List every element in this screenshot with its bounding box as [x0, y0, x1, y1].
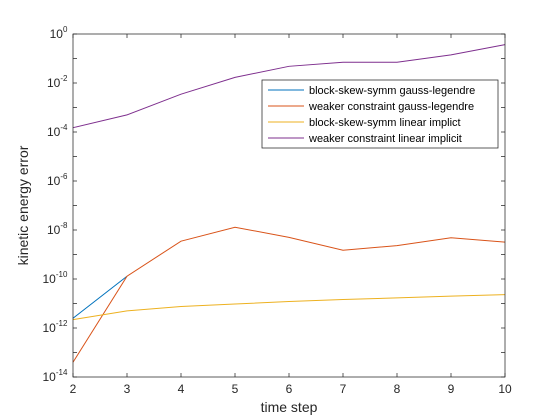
y-tick-label: 100	[50, 25, 68, 41]
series-line-1	[72, 275, 128, 319]
y-tick-exponent: -4	[60, 123, 68, 132]
x-tick-label: 9	[448, 382, 455, 396]
y-tick-exponent: 0	[63, 25, 68, 34]
x-axis-label: time step	[261, 399, 318, 415]
y-tick-label: 10-12	[43, 319, 68, 335]
x-tick-label: 10	[498, 382, 512, 396]
y-tick-exponent: -8	[60, 221, 68, 230]
y-tick-base: 10	[50, 27, 64, 41]
x-tick-label: 4	[178, 382, 185, 396]
legend-item-label: block-skew-symm gauss-legendre	[309, 85, 475, 97]
y-tick-label: 10-4	[47, 123, 68, 139]
legend-item-label: block-skew-symm linear implict	[309, 117, 461, 129]
y-tick-label: 10-2	[47, 74, 68, 90]
y-tick-base: 10	[43, 370, 57, 384]
y-tick-exponent: -2	[60, 74, 68, 83]
y-tick-base: 10	[43, 321, 57, 335]
y-tick-base: 10	[47, 174, 61, 188]
legend-item-label: weaker constraint linear implicit	[308, 133, 462, 145]
legend: block-skew-symm gauss-legendre weaker con…	[261, 79, 499, 149]
y-axis-label: kinetic energy error	[15, 145, 31, 265]
y-tick-base: 10	[47, 223, 61, 237]
x-tick-label: 8	[394, 382, 401, 396]
y-tick-label: 10-8	[47, 221, 68, 237]
y-tick-base: 10	[47, 125, 61, 139]
series-line-4	[72, 44, 506, 129]
y-tick-exponent: -10	[56, 270, 68, 279]
x-tick-label: 5	[232, 382, 239, 396]
x-axis: 2 3 4 5 6 7 8 9 10	[70, 34, 512, 396]
x-tick-label: 3	[124, 382, 131, 396]
series-layer	[72, 44, 506, 363]
y-tick-label: 10-6	[47, 172, 68, 188]
y-tick-base: 10	[43, 272, 57, 286]
x-tick-label: 7	[340, 382, 347, 396]
y-tick-label: 10-14	[43, 368, 68, 384]
x-tick-label: 2	[70, 382, 77, 396]
y-tick-exponent: -6	[60, 172, 68, 181]
series-line-2	[72, 226, 506, 363]
legend-item-label: weaker constraint gauss-legendre	[308, 101, 474, 113]
series-line-3	[72, 294, 506, 321]
x-tick-label: 6	[286, 382, 293, 396]
y-tick-base: 10	[47, 76, 61, 90]
legend-box	[261, 79, 499, 149]
y-tick-label: 10-10	[43, 270, 68, 286]
y-tick-exponent: -14	[56, 368, 68, 377]
y-tick-exponent: -12	[56, 319, 68, 328]
